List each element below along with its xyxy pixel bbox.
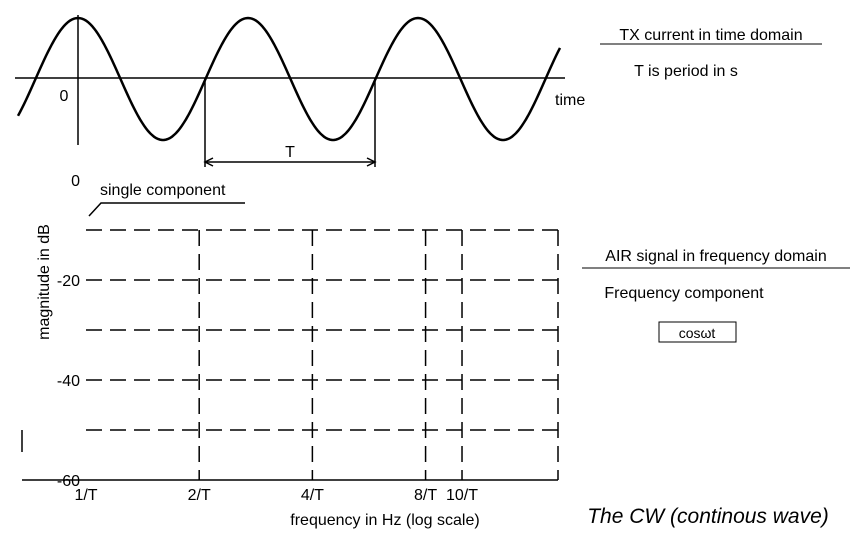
label-leader bbox=[88, 202, 245, 217]
y-tick-label: -20 bbox=[57, 273, 80, 290]
bar-label: single component bbox=[100, 182, 226, 199]
origin-label: 0 bbox=[60, 88, 69, 105]
arrow-heads bbox=[203, 157, 377, 167]
y-tick-label: -60 bbox=[57, 473, 80, 490]
formula: cosωt bbox=[679, 325, 716, 341]
x-tick-label: 10/T bbox=[446, 487, 478, 504]
x-tick-label: 4/T bbox=[301, 487, 324, 504]
caption: The CW (continous wave) bbox=[587, 505, 829, 528]
period-label: T bbox=[285, 144, 295, 161]
tx-title: TX current in time domain bbox=[619, 27, 802, 44]
y-axis-label: magnitude in dB bbox=[36, 224, 53, 340]
sine-wave bbox=[16, 16, 562, 142]
air-subtitle: Frequency component bbox=[604, 285, 764, 302]
formula-box bbox=[658, 321, 737, 343]
tx-note: T is period in s bbox=[634, 63, 738, 80]
y-tick-label: 0 bbox=[71, 173, 80, 190]
x-tick-label: 8/T bbox=[414, 487, 437, 504]
x-tick-label: 2/T bbox=[188, 487, 211, 504]
y-tick-label: -40 bbox=[57, 373, 80, 390]
air-title: AIR signal in frequency domain bbox=[605, 248, 826, 265]
x-tick-label: 1/T bbox=[74, 487, 97, 504]
time-label: time bbox=[555, 92, 585, 109]
x-axis-label: frequency in Hz (log scale) bbox=[290, 512, 479, 529]
